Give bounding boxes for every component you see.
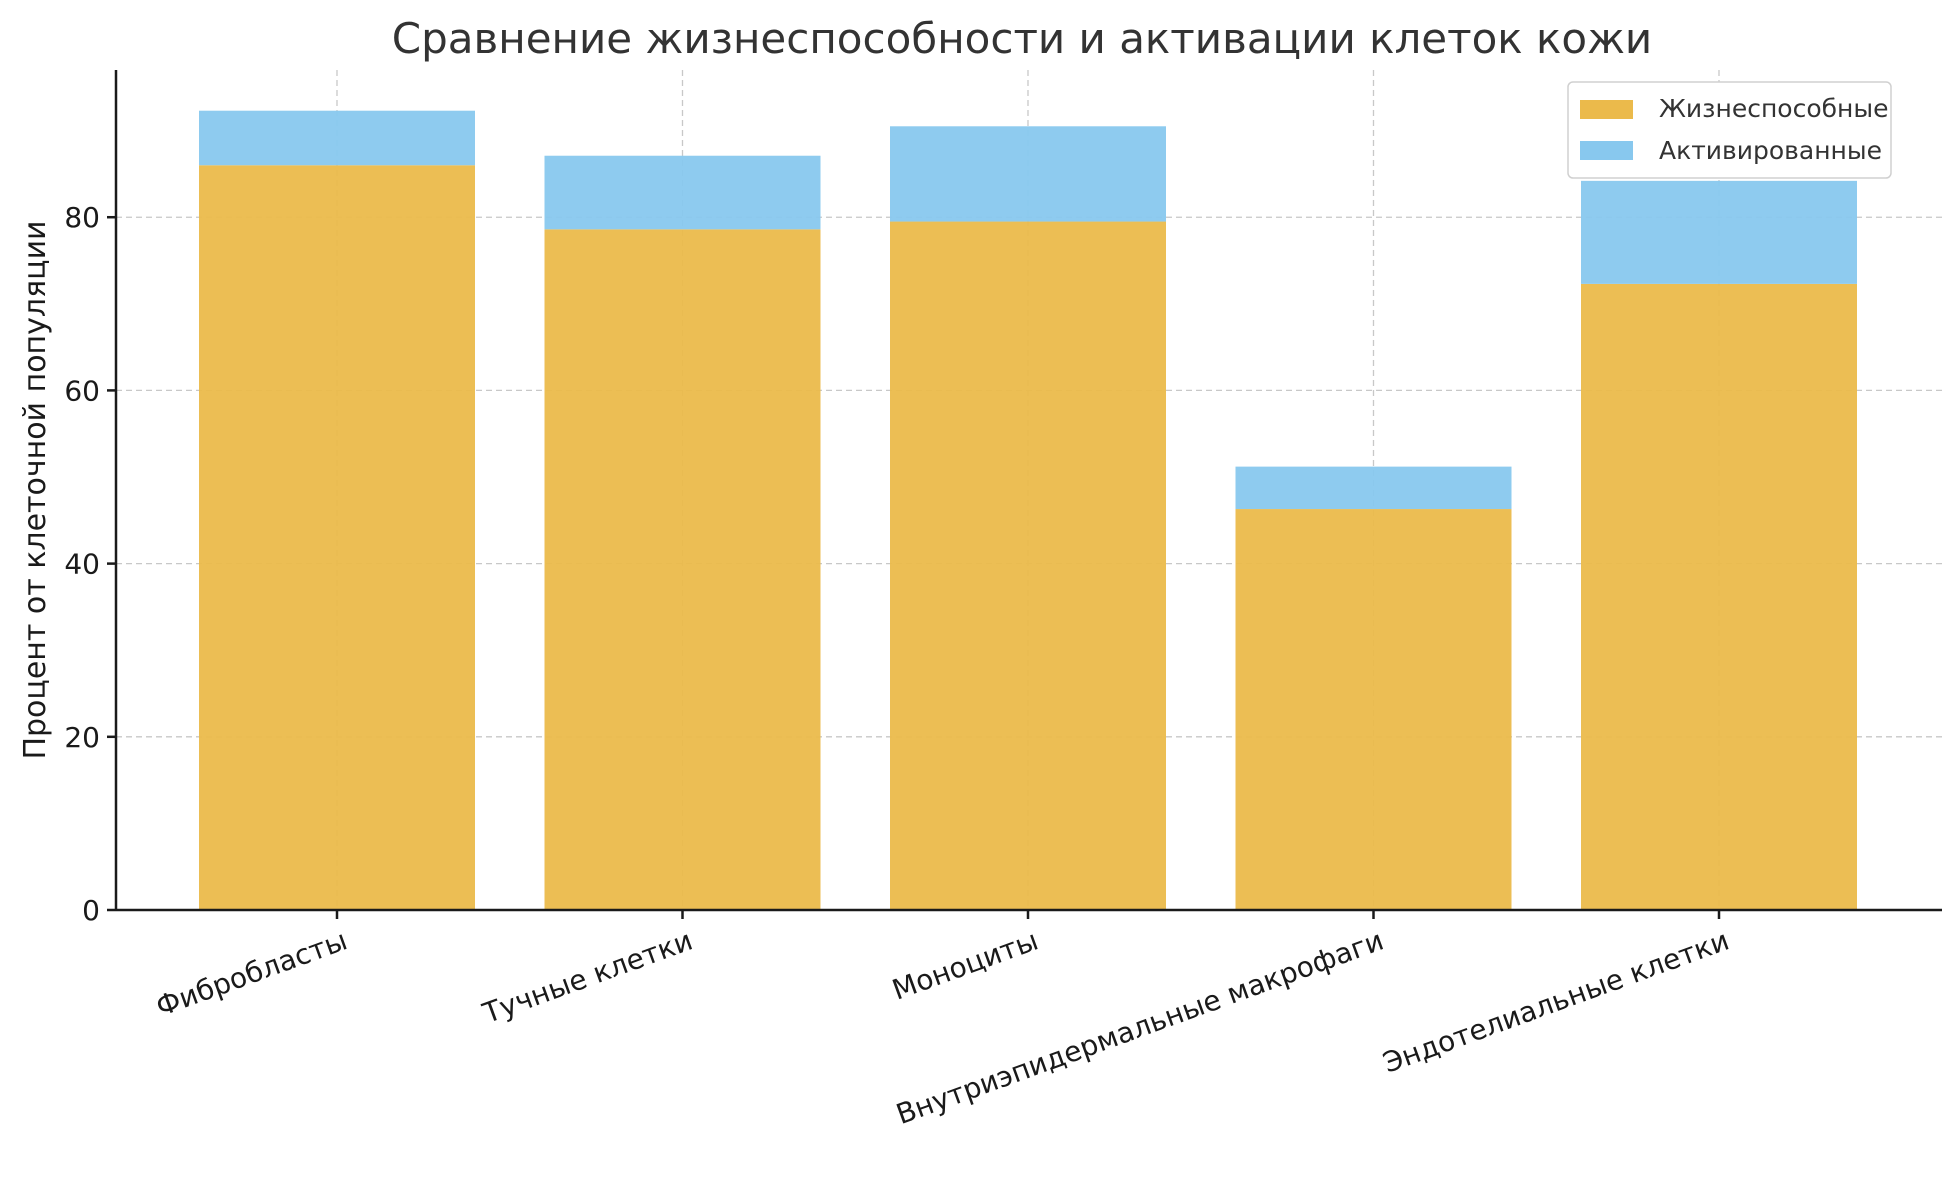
bar-activated <box>1235 466 1512 510</box>
chart-title: Сравнение жизнеспособности и активации к… <box>392 14 1652 63</box>
legend-swatch-viable <box>1580 100 1633 119</box>
legend-label-activated: Активированные <box>1659 136 1882 165</box>
x-tick-label: Эндотелиальные клетки <box>1379 924 1734 1080</box>
bar-viable <box>199 165 475 910</box>
y-tick-label: 60 <box>64 374 100 407</box>
x-ticks: Фибробласты Тучные клетки МоноцитыВнутриэп… <box>152 910 1734 1131</box>
bar-viable <box>544 229 821 910</box>
bars <box>199 110 1857 910</box>
bar-activated <box>890 126 1166 222</box>
legend-swatch-activated <box>1580 141 1633 160</box>
bar-viable <box>1235 509 1512 910</box>
y-axis-label: Процент от клеточной популяции <box>18 220 53 759</box>
bar-activated <box>544 155 821 230</box>
y-tick-label: 20 <box>64 721 100 754</box>
bar-viable <box>1581 283 1857 910</box>
bar-viable <box>890 221 1166 910</box>
x-tick-label: Фибробласты <box>152 924 352 1024</box>
y-tick-label: 40 <box>64 548 100 581</box>
x-tick-label: Моноциты <box>888 924 1043 1007</box>
y-ticks: 0 20 40 60 80 <box>64 201 116 927</box>
legend[interactable]: Жизнеспособные Активированные <box>1567 81 1892 179</box>
legend-frame <box>1567 81 1892 179</box>
legend-label-viable: Жизнеспособные <box>1659 94 1889 123</box>
bar-activated <box>1581 180 1857 284</box>
x-tick-label: Тучные клетки <box>478 924 697 1031</box>
bar-activated <box>199 110 475 166</box>
y-tick-label: 80 <box>64 201 100 234</box>
y-tick-label: 0 <box>82 894 100 927</box>
